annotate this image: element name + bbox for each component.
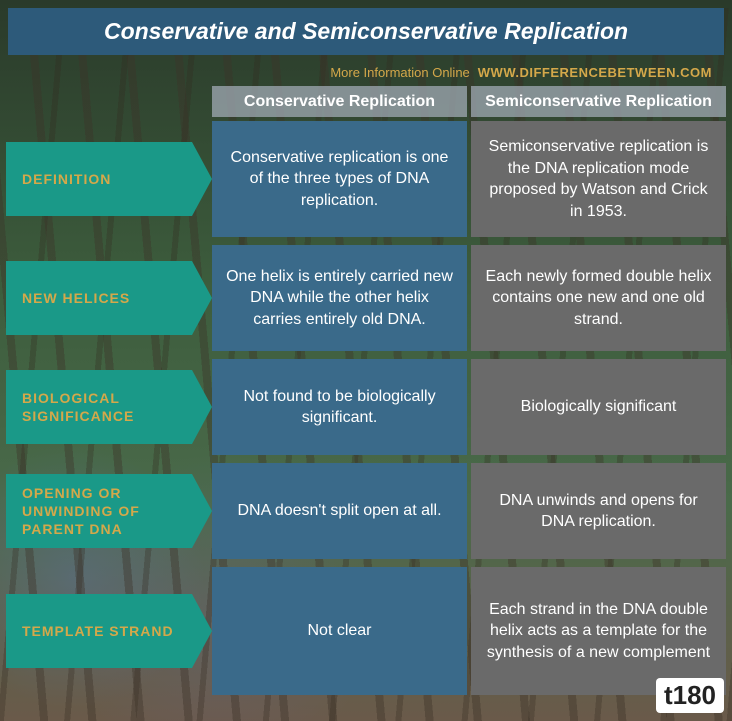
- table-row: TEMPLATE STRAND Not clear Each strand in…: [6, 567, 726, 695]
- cell-conservative: One helix is entirely carried new DNA wh…: [212, 245, 467, 351]
- comparison-table: Conservative Replication Semiconservativ…: [0, 86, 732, 695]
- website-url[interactable]: WWW.DIFFERENCEBETWEEN.COM: [478, 65, 712, 80]
- row-label-arrow: BIOLOGICAL SIGNIFICANCE: [6, 370, 192, 444]
- header-spacer: [6, 86, 212, 117]
- cell-semiconservative: DNA unwinds and opens for DNA replicatio…: [471, 463, 726, 559]
- row-label-arrow: DEFINITION: [6, 142, 192, 216]
- more-info-text: More Information Online: [330, 65, 469, 80]
- cell-semiconservative: Each newly formed double helix contains …: [471, 245, 726, 351]
- table-row: NEW HELICES One helix is entirely carrie…: [6, 245, 726, 351]
- row-label-arrow: OPENING OR UNWINDING OF PARENT DNA: [6, 474, 192, 548]
- cell-semiconservative: Each strand in the DNA double helix acts…: [471, 567, 726, 695]
- cell-semiconservative: Biologically significant: [471, 359, 726, 455]
- main-container: Conservative and Semiconservative Replic…: [0, 8, 732, 721]
- row-label-cell: DEFINITION: [6, 121, 212, 237]
- title-bar: Conservative and Semiconservative Replic…: [8, 8, 724, 55]
- row-label-arrow: NEW HELICES: [6, 261, 192, 335]
- cell-conservative: Not clear: [212, 567, 467, 695]
- table-row: OPENING OR UNWINDING OF PARENT DNA DNA d…: [6, 463, 726, 559]
- cell-conservative: DNA doesn't split open at all.: [212, 463, 467, 559]
- column-header-1: Conservative Replication: [212, 86, 467, 117]
- subheader: More Information Online WWW.DIFFERENCEBE…: [0, 63, 732, 86]
- row-label-cell: TEMPLATE STRAND: [6, 567, 212, 695]
- watermark-badge: t180: [656, 678, 724, 713]
- column-header-2: Semiconservative Replication: [471, 86, 726, 117]
- row-label-arrow: TEMPLATE STRAND: [6, 594, 192, 668]
- column-headers-row: Conservative Replication Semiconservativ…: [6, 86, 726, 117]
- cell-conservative: Conservative replication is one of the t…: [212, 121, 467, 237]
- row-label-cell: BIOLOGICAL SIGNIFICANCE: [6, 359, 212, 455]
- page-title: Conservative and Semiconservative Replic…: [28, 18, 704, 45]
- cell-semiconservative: Semiconservative replication is the DNA …: [471, 121, 726, 237]
- table-row: DEFINITION Conservative replication is o…: [6, 121, 726, 237]
- row-label-cell: NEW HELICES: [6, 245, 212, 351]
- row-label-cell: OPENING OR UNWINDING OF PARENT DNA: [6, 463, 212, 559]
- cell-conservative: Not found to be biologically significant…: [212, 359, 467, 455]
- table-row: BIOLOGICAL SIGNIFICANCE Not found to be …: [6, 359, 726, 455]
